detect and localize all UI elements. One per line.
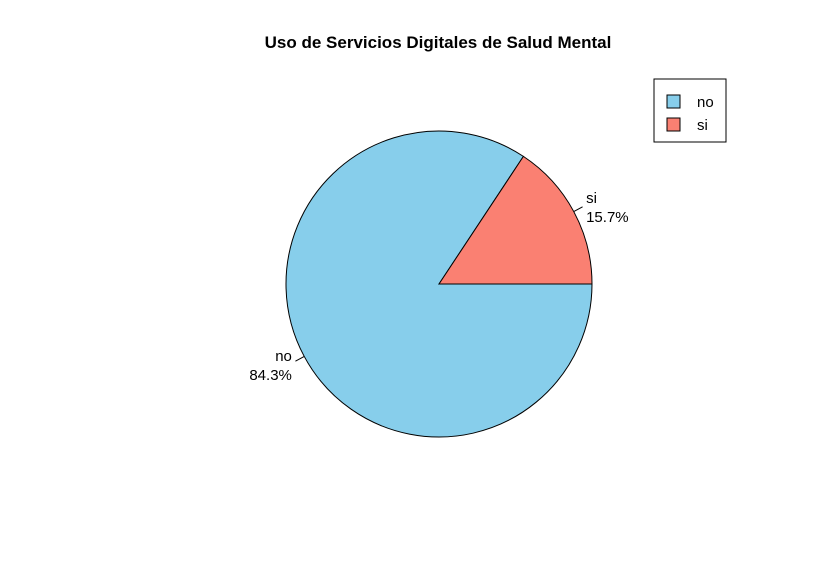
legend-swatch-si [666,117,681,132]
pie-slices [285,130,593,438]
slice-label-no: no 84.3% [249,348,292,384]
slice-name-no: no [275,348,292,365]
slice-percent-no: 84.3% [249,367,292,384]
legend-swatch-no [666,94,681,109]
leader-line-no [295,356,305,362]
slice-leader-lines [295,206,583,362]
chart-title: Uso de Servicios Digitales de Salud Ment… [265,33,612,52]
legend: no si [653,78,727,143]
pie-slice-si [438,155,593,285]
slice-label-si: si 15.7% [586,190,629,226]
legend-label-si: si [697,117,708,134]
slice-percent-si: 15.7% [586,209,629,226]
leader-line-si [573,206,583,212]
slice-labels: no 84.3% si 15.7% [249,190,628,384]
slice-name-si: si [586,190,597,207]
legend-box [653,78,727,143]
legend-label-no: no [697,94,714,111]
